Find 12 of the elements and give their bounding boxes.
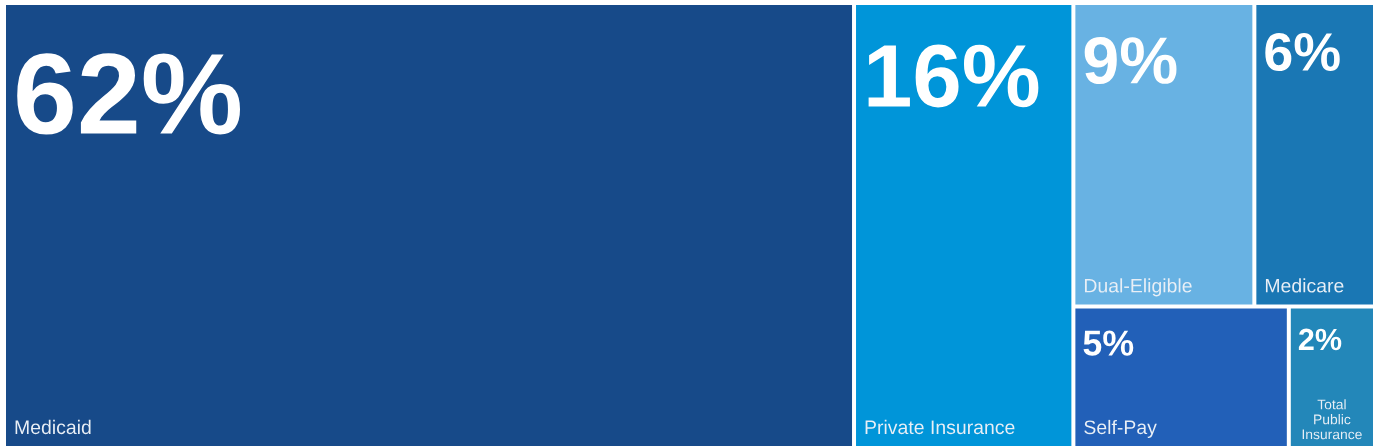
category-label: Self-Pay — [1084, 419, 1157, 438]
category-label: Total Public Insurance — [1302, 399, 1362, 440]
data-label: 2% — [1298, 328, 1342, 351]
category-label: Medicare — [1265, 278, 1344, 293]
category-label: Medicaid — [15, 419, 91, 435]
data-label: 6% — [1265, 32, 1340, 72]
data-label: 9% — [1084, 37, 1177, 85]
category-label: Private Insurance — [865, 419, 1015, 435]
data-label: 62% — [17, 53, 241, 135]
data-label: 5% — [1083, 330, 1134, 356]
category-label: Dual-Eligible — [1084, 278, 1192, 297]
data-label: 16% — [868, 44, 1039, 108]
